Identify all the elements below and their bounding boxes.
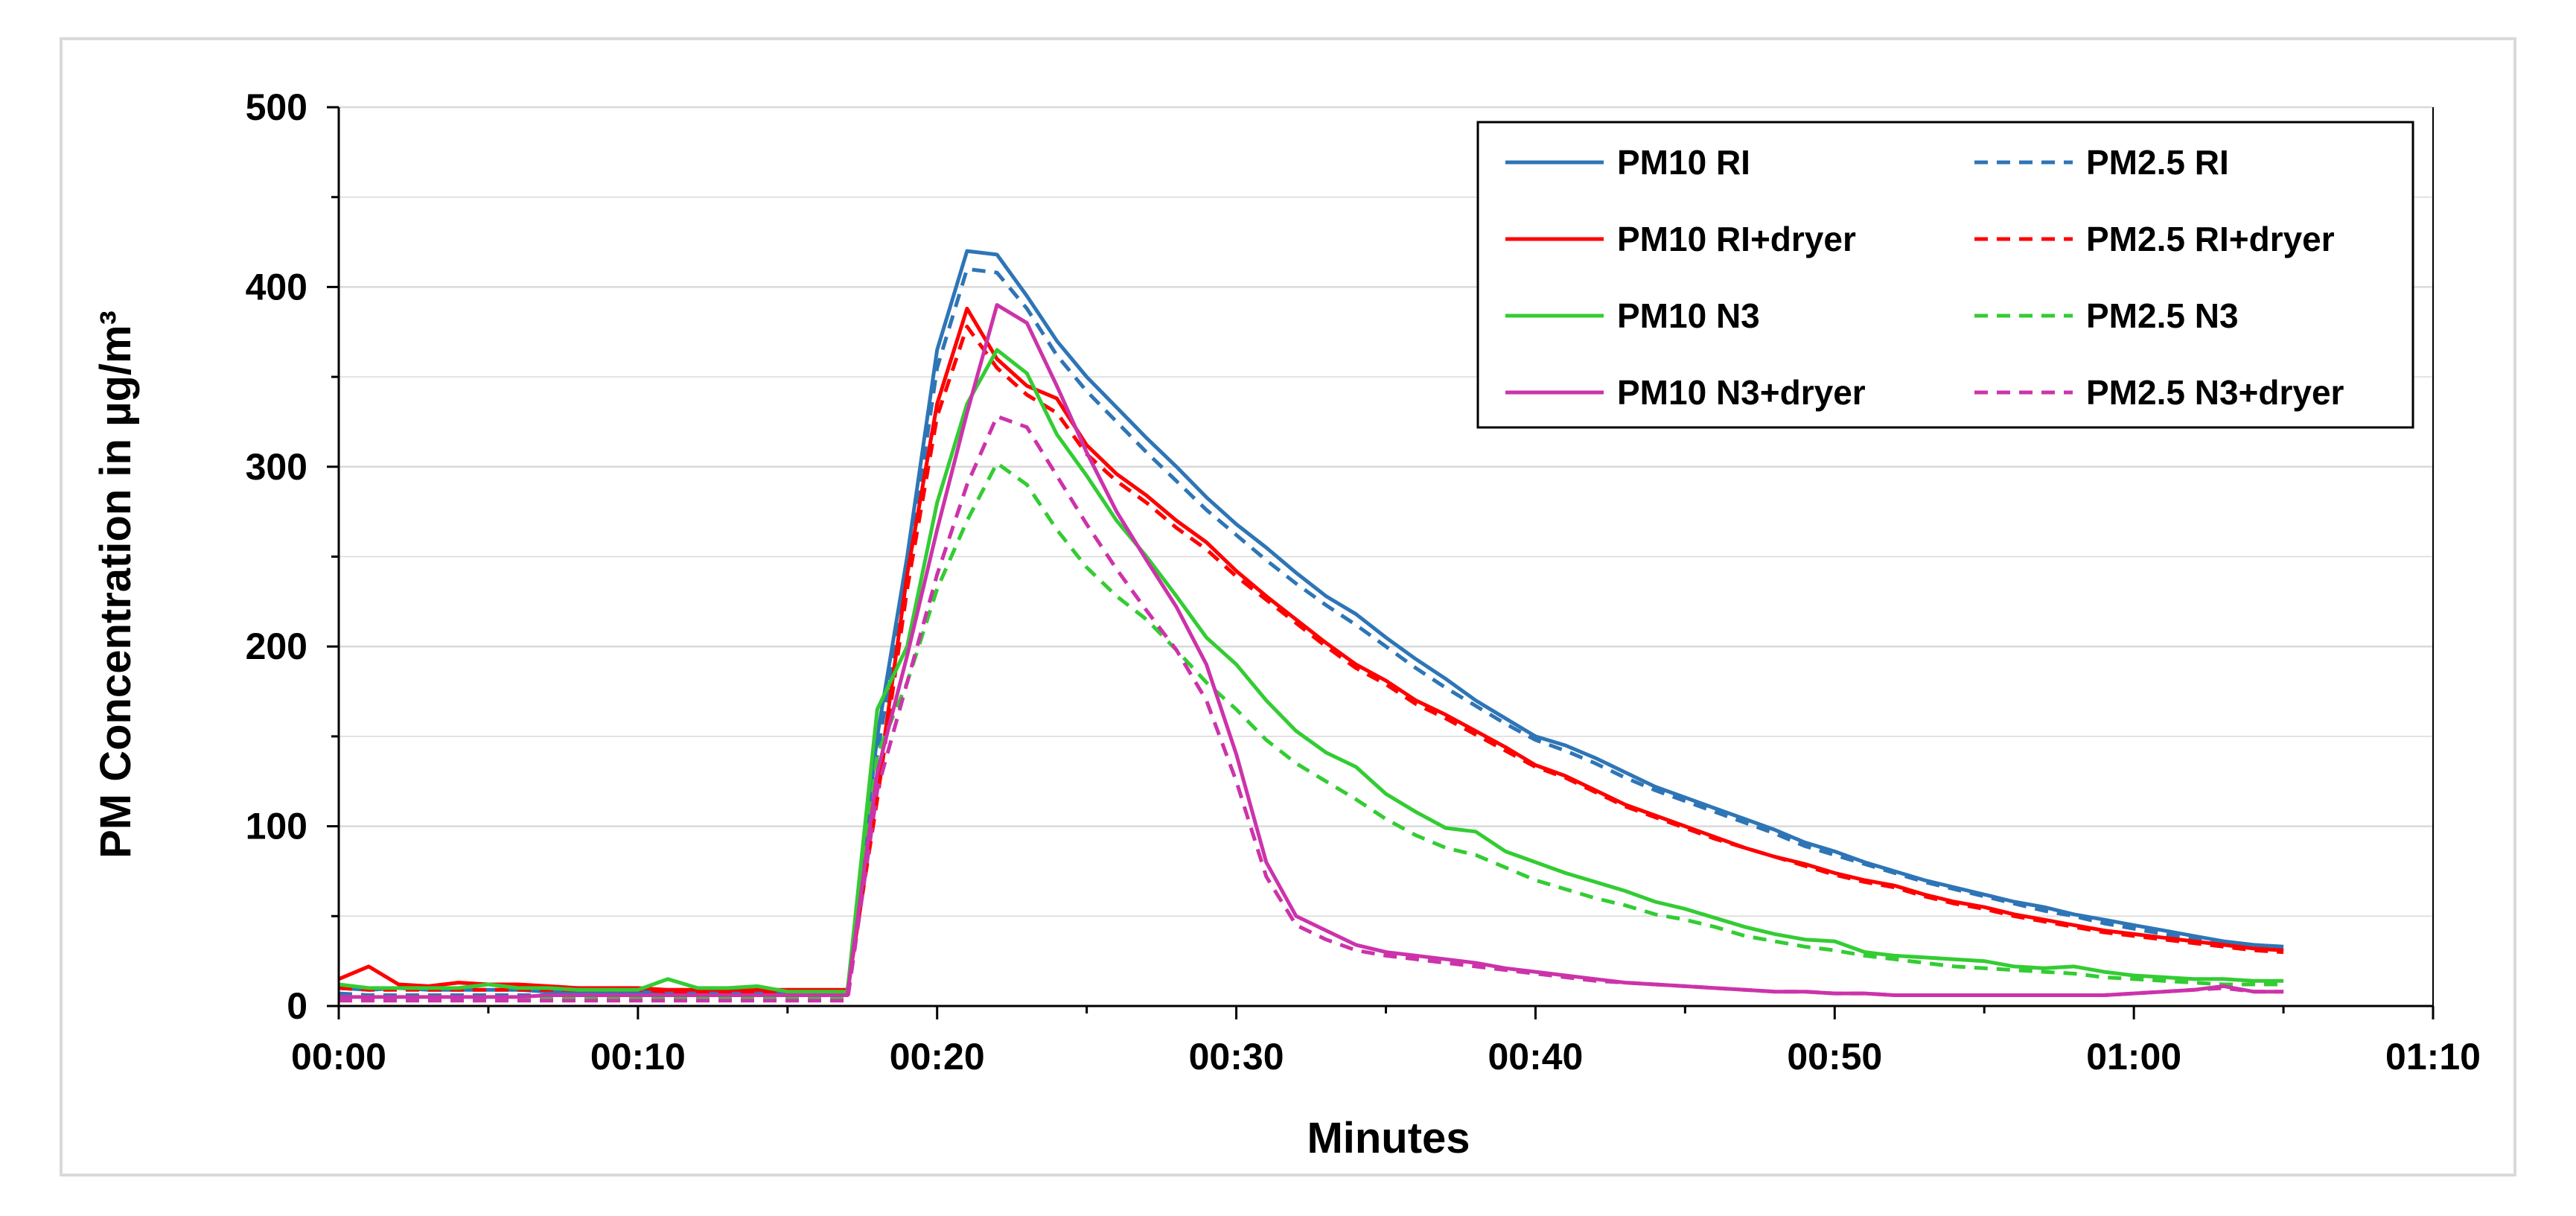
y-axis-title: PM Concentration in µg/m³	[92, 311, 140, 859]
x-tick-label: 00:40	[1488, 1036, 1583, 1077]
legend: PM10 RI PM2.5 RI PM10 RI+dryer PM2.5 RI+dry…	[1476, 121, 2414, 429]
series-lines	[338, 249, 2284, 1003]
series-line-pm10-n3	[338, 348, 2284, 994]
x-axis-title: Minutes	[1307, 1114, 1470, 1162]
legend-label: PM10 N3	[1617, 296, 1760, 335]
legend-label: PM2.5 N3+dryer	[2086, 373, 2344, 412]
legend-label: PM10 N3+dryer	[1617, 373, 1866, 412]
legend-label: PM2.5 RI+dryer	[2086, 220, 2335, 258]
y-tick-label: 200	[246, 625, 307, 667]
y-tick-label: 400	[246, 266, 307, 308]
legend-label: PM2.5 N3	[2086, 296, 2239, 335]
x-tick-label: 01:10	[2385, 1036, 2481, 1077]
legend-label: PM2.5 RI	[2086, 143, 2229, 182]
y-tick-label: 0	[287, 985, 307, 1027]
series-line-pm10-n3-dryer	[339, 303, 2284, 999]
series-line-pm2-5-n3	[339, 461, 2284, 999]
x-tick-label: 00:50	[1787, 1036, 1882, 1077]
x-tick-label: 00:10	[590, 1036, 686, 1077]
x-tick-label: 00:30	[1189, 1036, 1284, 1077]
y-tick-label: 500	[246, 86, 307, 128]
x-tick-label: 01:00	[2086, 1036, 2181, 1077]
series-line-pm2-5-ri-dryer	[338, 325, 2284, 994]
legend-label: PM10 RI+dryer	[1617, 220, 1856, 258]
x-tick-label: 00:20	[890, 1036, 985, 1077]
series-line-pm2-5-n3-dryer	[339, 414, 2284, 1003]
axes: 0 100 200 300 400 500 00:00 00:10 00:20 00:30 00:4…	[246, 86, 2481, 1077]
legend-label: PM10 RI	[1617, 143, 1750, 182]
x-tick-label: 00:00	[291, 1036, 386, 1077]
legend-box	[1476, 121, 2414, 429]
y-tick-label: 100	[246, 806, 307, 847]
y-tick-label: 300	[246, 446, 307, 488]
